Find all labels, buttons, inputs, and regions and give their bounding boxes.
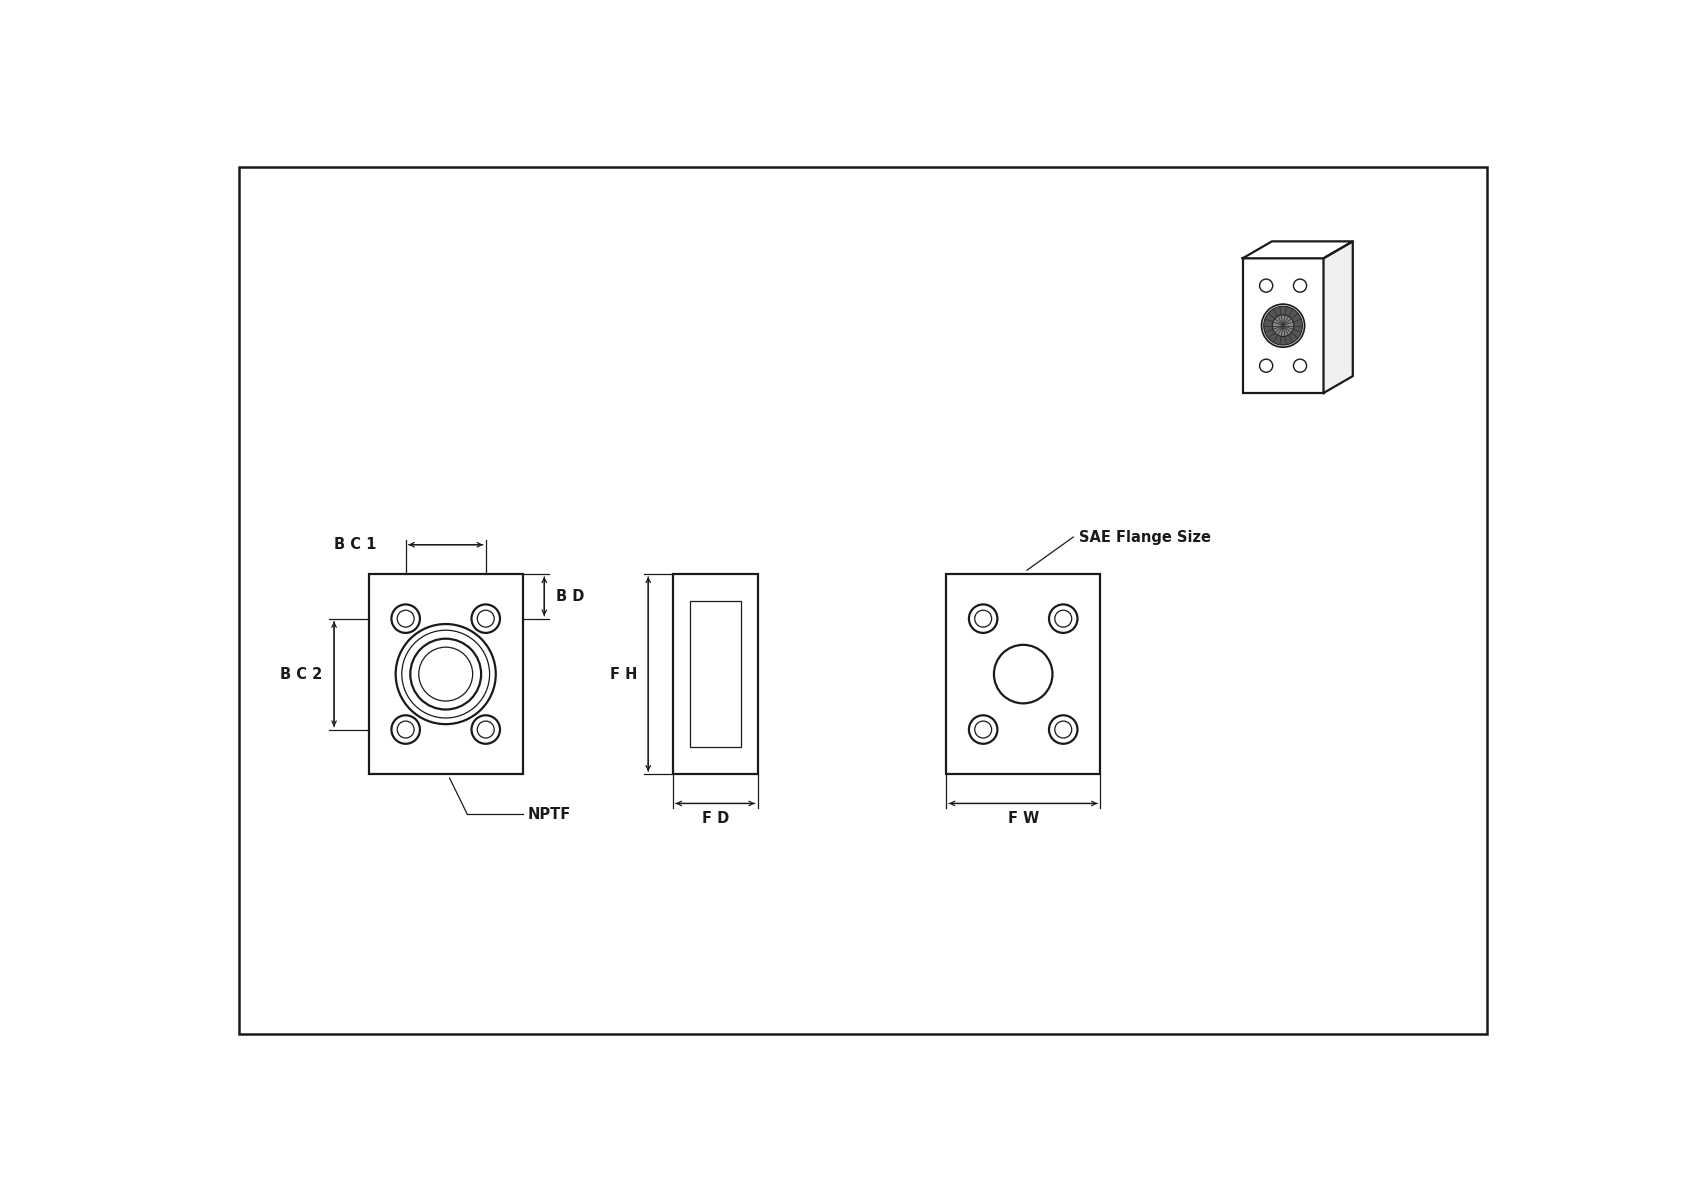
- Circle shape: [994, 645, 1052, 703]
- Circle shape: [1273, 315, 1293, 337]
- Bar: [674, 574, 758, 775]
- Circle shape: [1293, 280, 1307, 293]
- Circle shape: [1049, 715, 1078, 744]
- Circle shape: [968, 715, 997, 744]
- Bar: [369, 574, 522, 775]
- Circle shape: [975, 721, 992, 738]
- Circle shape: [1054, 721, 1071, 738]
- Text: NPTF: NPTF: [527, 807, 571, 822]
- Circle shape: [419, 647, 473, 701]
- Text: F H: F H: [610, 666, 638, 682]
- Circle shape: [397, 721, 414, 738]
- Text: F W: F W: [1007, 812, 1039, 826]
- Circle shape: [391, 605, 419, 633]
- Circle shape: [1263, 306, 1302, 345]
- Circle shape: [1261, 305, 1305, 347]
- Circle shape: [477, 610, 493, 627]
- Bar: [1243, 258, 1324, 393]
- Polygon shape: [1243, 242, 1352, 258]
- Text: B C 2: B C 2: [280, 666, 323, 682]
- Text: B D: B D: [556, 589, 584, 603]
- Circle shape: [477, 721, 493, 738]
- Bar: [690, 601, 741, 747]
- Circle shape: [1260, 359, 1273, 372]
- Text: F D: F D: [702, 812, 729, 826]
- Circle shape: [1293, 359, 1307, 372]
- Text: B C 1: B C 1: [333, 537, 377, 552]
- Polygon shape: [1324, 242, 1352, 393]
- Circle shape: [968, 605, 997, 633]
- Circle shape: [1049, 605, 1078, 633]
- Circle shape: [472, 715, 500, 744]
- Circle shape: [1054, 610, 1071, 627]
- Circle shape: [411, 639, 482, 709]
- Circle shape: [391, 715, 419, 744]
- Circle shape: [975, 610, 992, 627]
- Circle shape: [472, 605, 500, 633]
- Circle shape: [402, 631, 490, 718]
- Bar: [946, 574, 1100, 775]
- Text: SAE Flange Size: SAE Flange Size: [1079, 530, 1211, 545]
- Circle shape: [1260, 280, 1273, 293]
- Circle shape: [397, 610, 414, 627]
- Circle shape: [396, 624, 495, 725]
